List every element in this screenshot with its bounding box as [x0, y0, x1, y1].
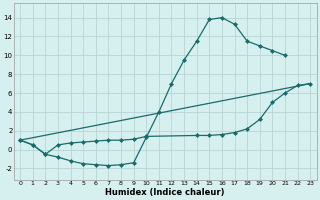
X-axis label: Humidex (Indice chaleur): Humidex (Indice chaleur) — [106, 188, 225, 197]
